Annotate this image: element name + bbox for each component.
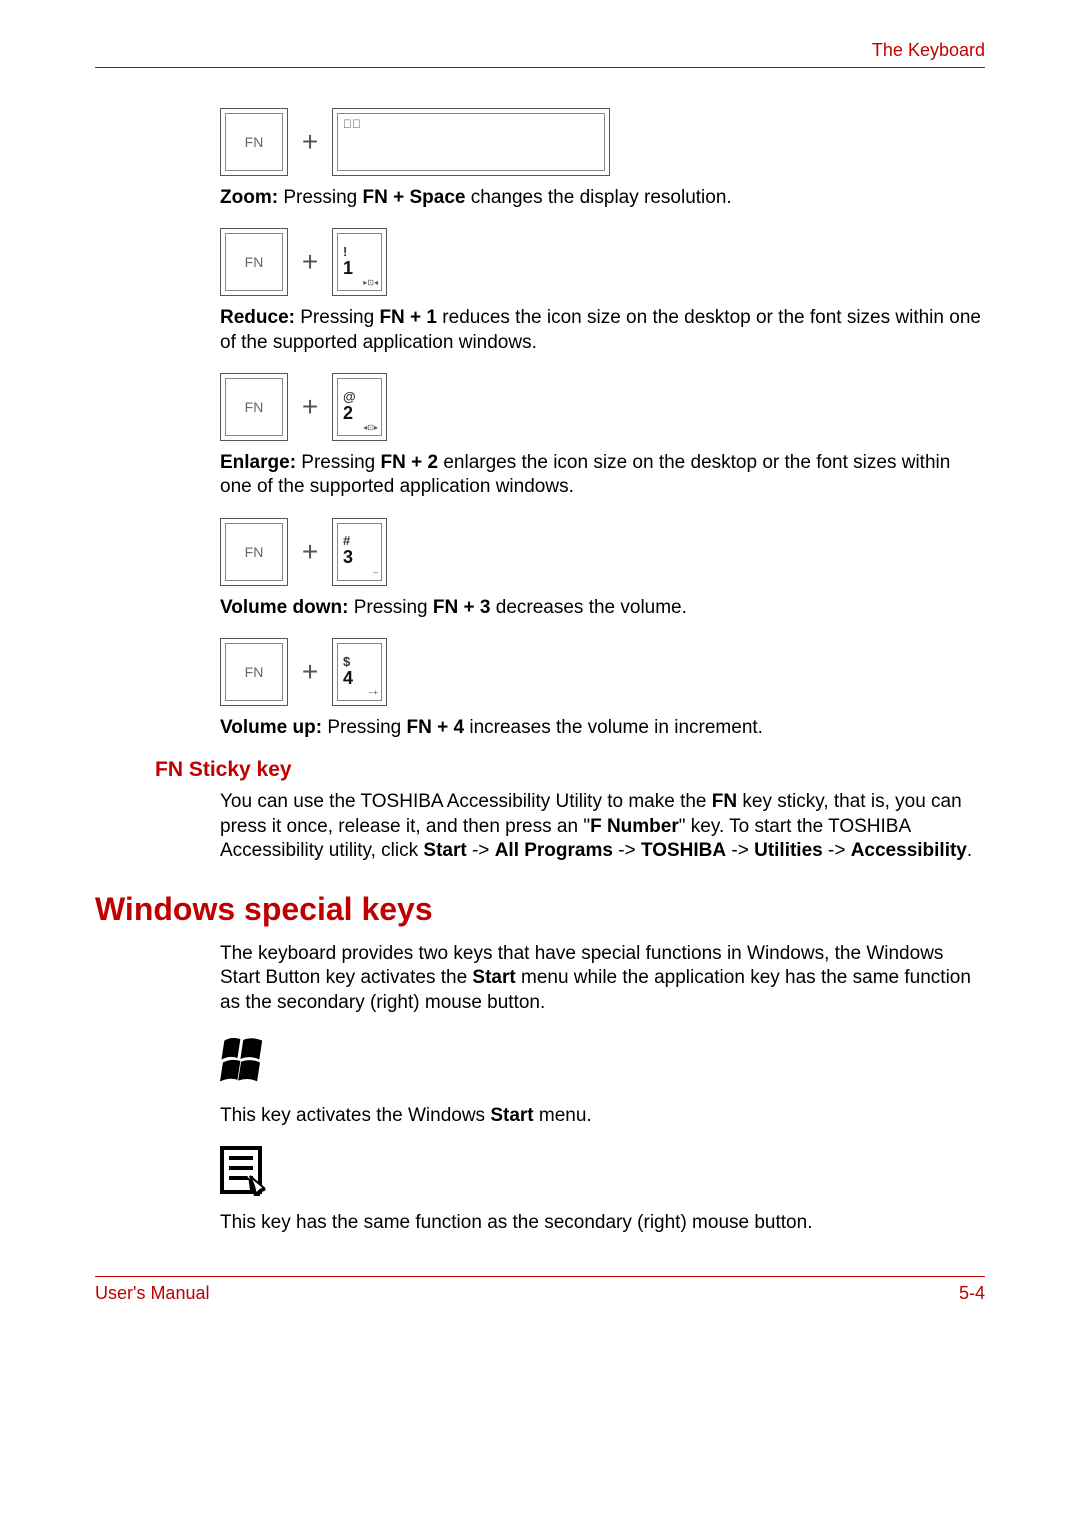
key-3-icon: # 3 – xyxy=(332,518,387,586)
plus-icon: + xyxy=(300,391,320,423)
plus-icon: + xyxy=(300,536,320,568)
footer-left: User's Manual xyxy=(95,1283,209,1304)
desc-volume-down: Volume down: Pressing FN + 3 decreases t… xyxy=(220,596,985,620)
heading-windows-special: Windows special keys xyxy=(95,891,985,928)
fn-key-icon: FN xyxy=(220,373,288,441)
winspecial-appkey-text: This key has the same function as the se… xyxy=(220,1211,985,1235)
key-2-icon: @ 2 ◂⊡▸ xyxy=(332,373,387,441)
space-key-glyph: ⊕⃝ xyxy=(339,115,603,131)
space-key-icon: ⊕⃝ xyxy=(332,108,610,176)
fn-key-icon: FN xyxy=(220,228,288,296)
key-4-icon: $ 4 –+ xyxy=(332,638,387,706)
desc-volume-up: Volume up: Pressing FN + 4 increases the… xyxy=(220,716,985,740)
fn-key-icon: FN xyxy=(220,108,288,176)
keycombo-reduce: FN + ! 1 ▸⊡◂ xyxy=(220,228,985,296)
winspecial-intro: The keyboard provides two keys that have… xyxy=(220,942,985,1015)
plus-icon: + xyxy=(300,126,320,158)
application-key-icon xyxy=(220,1146,985,1201)
keycombo-zoom: FN + ⊕⃝ xyxy=(220,108,985,176)
desc-reduce: Reduce: Pressing FN + 1 reduces the icon… xyxy=(220,306,985,355)
winspecial-start-text: This key activates the Windows Start men… xyxy=(220,1104,985,1128)
footer-right: 5-4 xyxy=(959,1283,985,1304)
fn-key-label: FN xyxy=(245,134,264,150)
plus-icon: + xyxy=(300,656,320,688)
windows-logo-icon xyxy=(220,1033,985,1094)
subheading-sticky: FN Sticky key xyxy=(95,758,985,782)
desc-zoom: Zoom: Pressing FN + Space changes the di… xyxy=(220,186,985,210)
sticky-paragraph: You can use the TOSHIBA Accessibility Ut… xyxy=(220,790,985,863)
fn-key-icon: FN xyxy=(220,638,288,706)
fn-key-icon: FN xyxy=(220,518,288,586)
header-section-title: The Keyboard xyxy=(95,40,985,67)
plus-icon: + xyxy=(300,246,320,278)
desc-enlarge: Enlarge: Pressing FN + 2 enlarges the ic… xyxy=(220,451,985,500)
keycombo-volume-up: FN + $ 4 –+ xyxy=(220,638,985,706)
key-1-icon: ! 1 ▸⊡◂ xyxy=(332,228,387,296)
header-rule xyxy=(95,67,985,68)
keycombo-enlarge: FN + @ 2 ◂⊡▸ xyxy=(220,373,985,441)
keycombo-volume-down: FN + # 3 – xyxy=(220,518,985,586)
